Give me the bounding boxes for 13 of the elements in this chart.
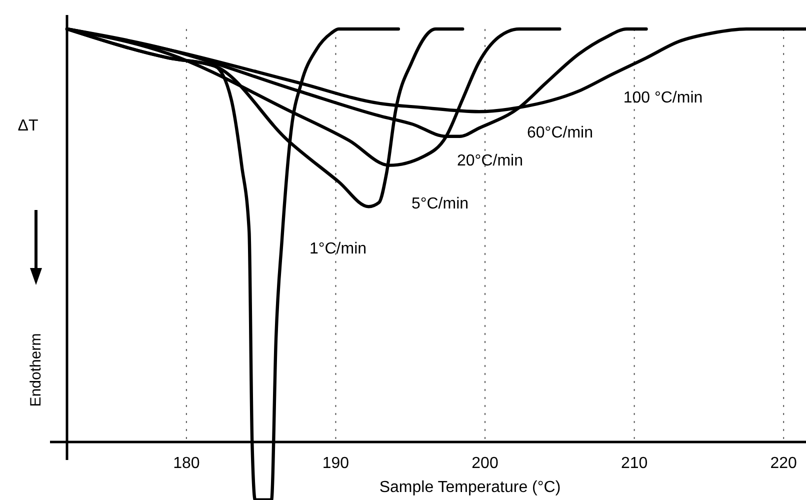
series-label: 60°C/min xyxy=(527,124,593,142)
x-tick-label: 200 xyxy=(472,455,498,472)
series-label: 100 °C/min xyxy=(623,90,703,107)
x-tick-label: 220 xyxy=(770,455,798,472)
series-label: 5°C/min xyxy=(411,196,469,213)
text: Endotherm xyxy=(27,333,44,407)
series-label: 1°C/min xyxy=(309,240,367,258)
y-axis-title: ΔT xyxy=(18,118,38,135)
x-tick-label: 190 xyxy=(322,455,350,472)
x-tick-label: 210 xyxy=(620,455,648,472)
x-tick-label: 180 xyxy=(173,455,200,472)
x-axis-title: Sample Temperature (°C) xyxy=(379,479,561,496)
series-label: 20°C/min xyxy=(457,152,523,170)
